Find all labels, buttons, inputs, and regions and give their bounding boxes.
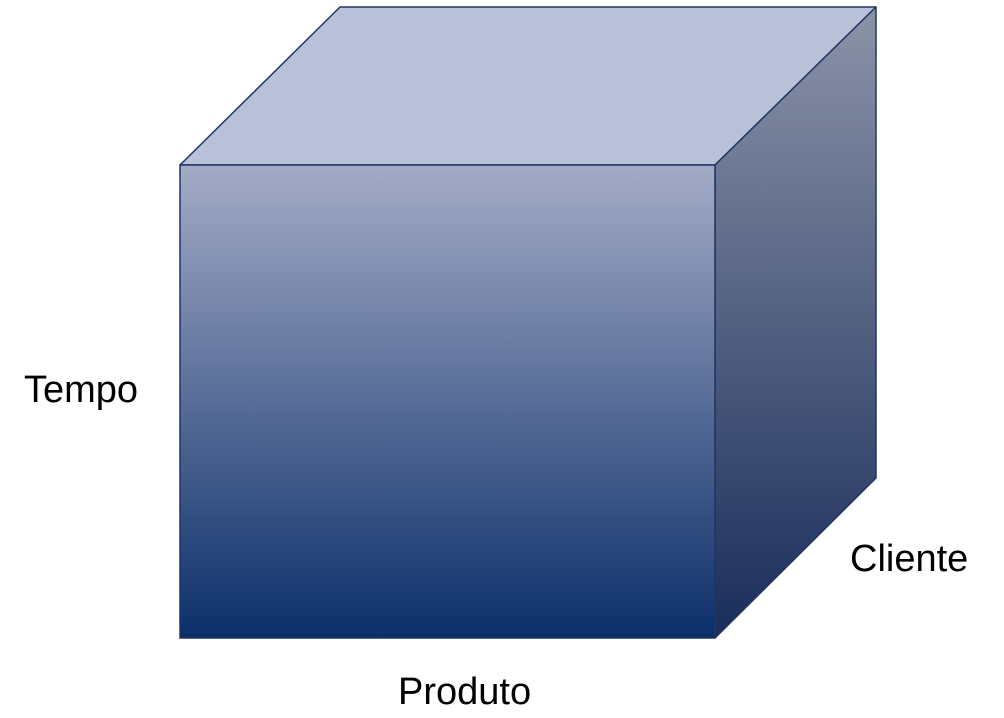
axis-label-tempo: Tempo	[24, 369, 139, 411]
axis-label-produto: Produto	[398, 671, 532, 713]
axis-label-cliente: Cliente	[850, 538, 969, 580]
cube-front-face	[179, 164, 716, 639]
